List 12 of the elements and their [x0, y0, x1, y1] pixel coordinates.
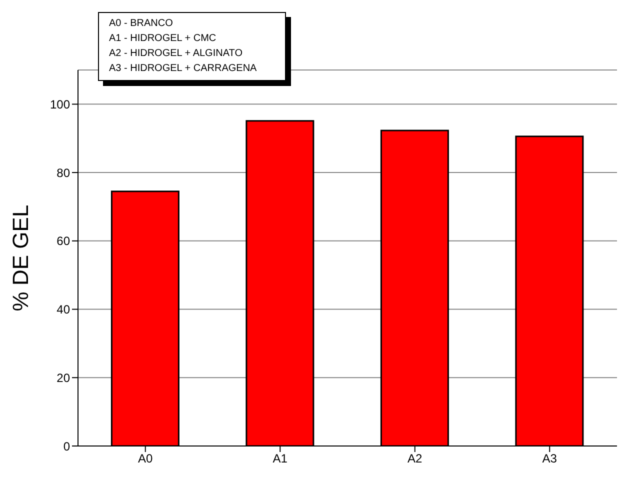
x-tick-label: A0 — [138, 452, 154, 466]
x-tick-label: A3 — [542, 452, 558, 466]
y-tick-label: 60 — [56, 234, 70, 248]
y-tick-label: 40 — [56, 302, 70, 317]
y-tick-label: 20 — [56, 370, 70, 385]
x-tick-label: A2 — [408, 452, 423, 466]
y-axis-title: % DE GEL — [8, 204, 33, 312]
y-tick-label: 0 — [63, 439, 70, 454]
y-tick-label: 100 — [50, 97, 70, 112]
annotation: A3 - HIDROGEL + CARRAGENA — [109, 62, 257, 76]
y-tick-label: 80 — [56, 166, 70, 180]
x-tick-label: A1 — [272, 452, 288, 466]
